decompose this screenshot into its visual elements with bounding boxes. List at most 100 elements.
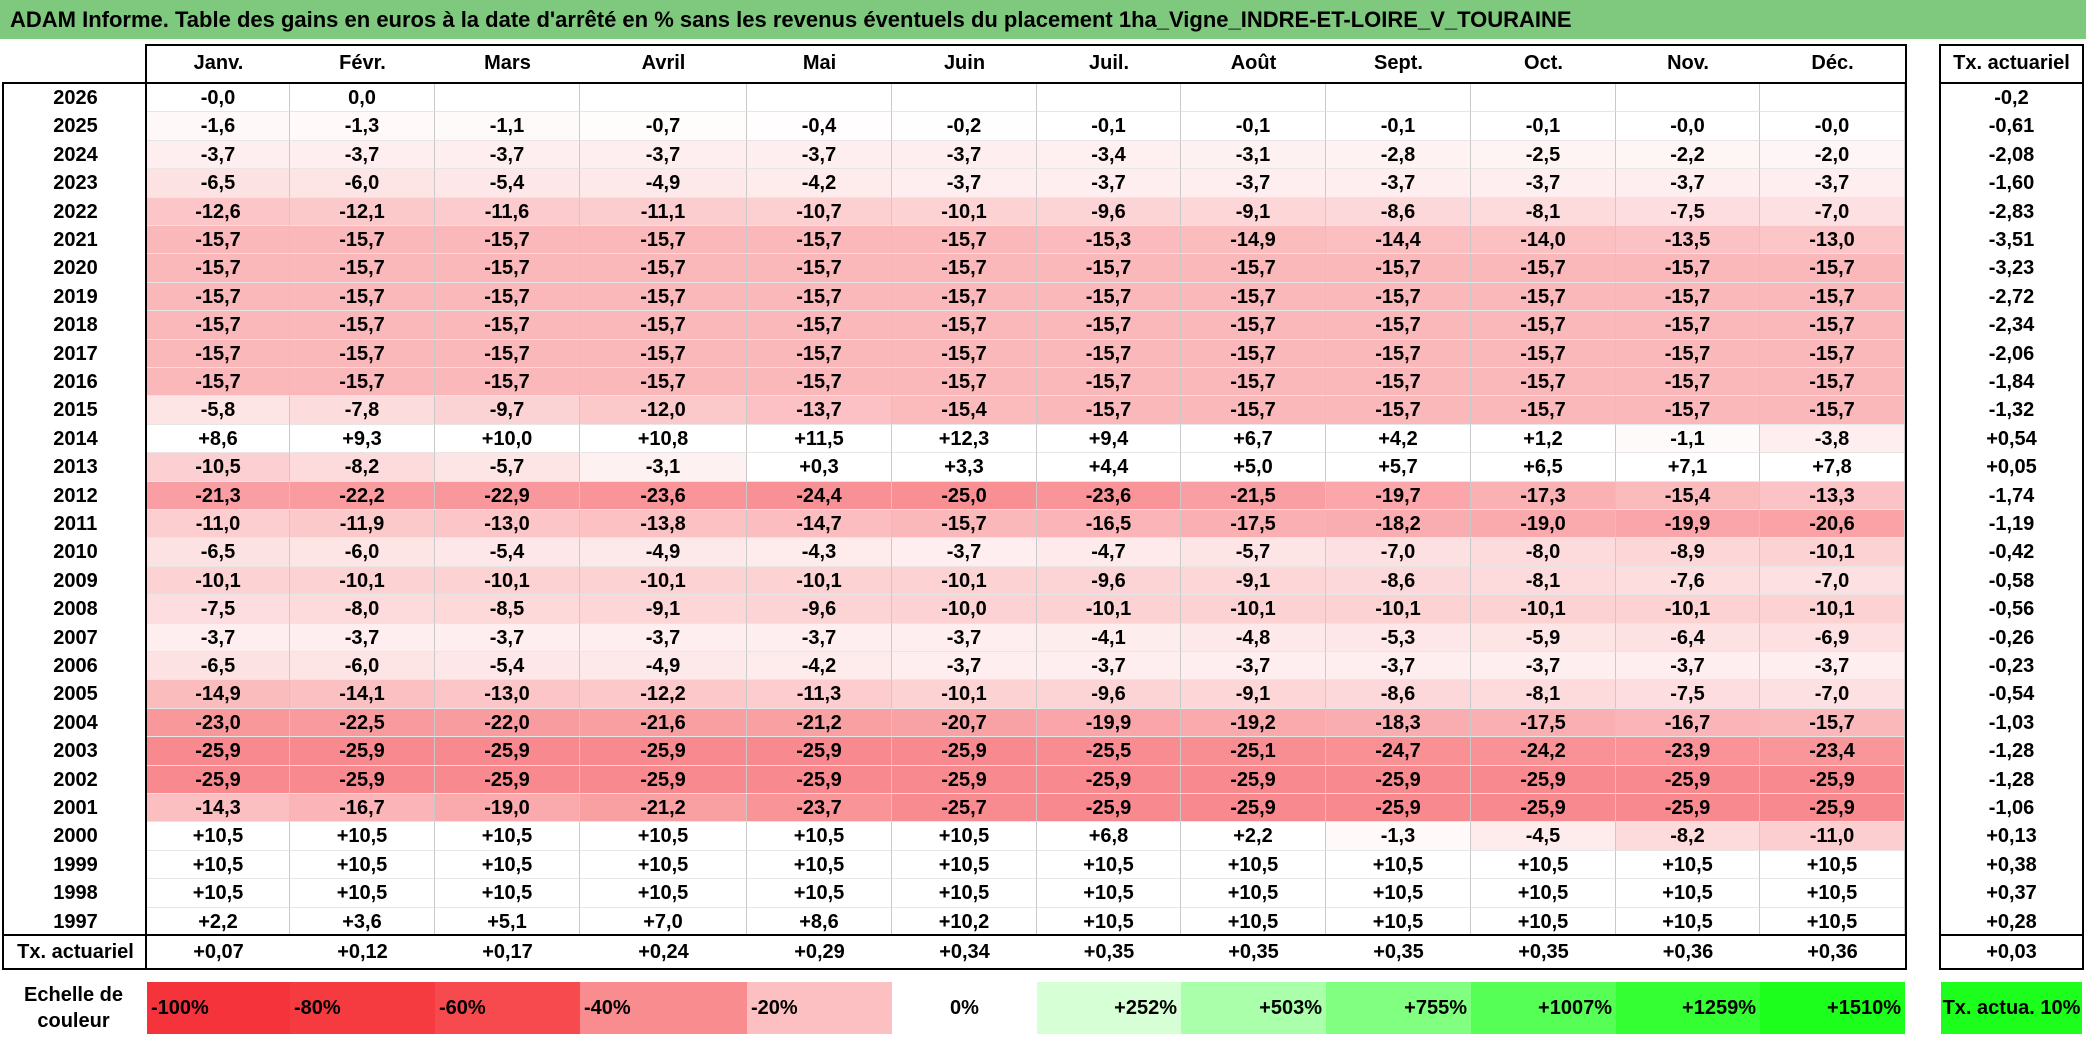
table-cell: -15,7 — [1181, 283, 1326, 311]
table-cell: -15,7 — [1037, 340, 1181, 368]
table-cell — [892, 84, 1037, 112]
annual-rate-cell: -0,54 — [1988, 683, 2035, 705]
table-cell: -4,9 — [580, 169, 747, 198]
year-label: 2024 — [53, 144, 98, 166]
table-cell: -15,7 — [892, 340, 1037, 368]
table-cell: +1,2 — [1471, 425, 1616, 453]
year-label: 2026 — [53, 87, 98, 109]
table-cell: -6,4 — [1616, 624, 1760, 652]
table-cell: -25,9 — [1616, 794, 1760, 822]
year-label: 2021 — [53, 229, 98, 251]
annual-rate-cell: -3,51 — [1988, 229, 2035, 251]
color-scale-swatch: +755% — [1326, 982, 1471, 1034]
table-cell: -1,1 — [435, 112, 580, 141]
table-cell: -3,7 — [1181, 652, 1326, 680]
table-cell: +10,5 — [747, 822, 892, 851]
table-cell: +10,5 — [747, 851, 892, 879]
table-cell: -15,7 — [1760, 254, 1905, 283]
table-cell: -1,1 — [1616, 425, 1760, 453]
month-header: Juin — [943, 52, 986, 74]
table-cell: -23,7 — [747, 794, 892, 822]
table-cell: -15,7 — [435, 226, 580, 254]
annual-rate-cell: -0,2 — [1994, 87, 2029, 109]
table-cell: -16,7 — [1616, 709, 1760, 737]
table-cell: -6,5 — [147, 538, 290, 567]
table-cell: +10,5 — [1181, 879, 1326, 908]
table-cell: -22,0 — [435, 709, 580, 737]
annual-rate-cell: +0,28 — [1986, 911, 2037, 933]
year-label: 2007 — [53, 627, 98, 649]
table-cell: +5,7 — [1326, 453, 1471, 482]
table-cell: -9,1 — [1181, 198, 1326, 226]
annual-rate-cell: -1,74 — [1988, 485, 2035, 507]
table-cell: -9,6 — [747, 595, 892, 624]
table-cell: -15,7 — [1760, 709, 1905, 737]
table-cell: +10,5 — [580, 851, 747, 879]
year-label: 2012 — [53, 485, 98, 507]
table-cell: -15,7 — [1471, 254, 1616, 283]
table-cell: -3,7 — [290, 141, 435, 169]
table-cell: +10,5 — [580, 879, 747, 908]
table-cell: +6,7 — [1181, 425, 1326, 453]
table-cell: -10,1 — [1760, 538, 1905, 567]
annual-rate-cell: -0,26 — [1988, 627, 2035, 649]
table-cell: -15,7 — [747, 340, 892, 368]
table-cell: -13,5 — [1616, 226, 1760, 254]
annual-rate-cell: +0,37 — [1986, 882, 2037, 904]
table-cell: +10,5 — [435, 879, 580, 908]
table-cell: -21,2 — [580, 794, 747, 822]
table-cell: -9,1 — [580, 595, 747, 624]
table-cell: -14,4 — [1326, 226, 1471, 254]
table-cell: -19,7 — [1326, 482, 1471, 510]
table-cell: +3,6 — [290, 908, 435, 936]
table-cell: -4,5 — [1471, 822, 1616, 851]
table-cell: -3,7 — [892, 538, 1037, 567]
table-cell: -15,7 — [1616, 368, 1760, 396]
table-cell — [1471, 84, 1616, 112]
table-cell: -25,9 — [1326, 766, 1471, 794]
table-cell: -15,7 — [1037, 311, 1181, 340]
table-cell: +10,5 — [290, 851, 435, 879]
color-scale-swatch: 0% — [892, 982, 1037, 1034]
month-header: Mai — [802, 52, 837, 74]
table-cell: -5,4 — [435, 169, 580, 198]
annual-rate-cell: -0,58 — [1988, 570, 2035, 592]
table-cell: -2,5 — [1471, 141, 1616, 169]
table-cell: -2,2 — [1616, 141, 1760, 169]
color-scale-swatch: +252% — [1037, 982, 1181, 1034]
year-label: 2000 — [53, 825, 98, 847]
table-cell: -2,8 — [1326, 141, 1471, 169]
annual-rate-cell: -1,28 — [1988, 740, 2035, 762]
table-cell: -15,7 — [147, 340, 290, 368]
report-title: ADAM Informe. Table des gains en euros à… — [0, 0, 2086, 39]
year-label: 1998 — [53, 882, 98, 904]
table-cell: -15,7 — [1471, 340, 1616, 368]
table-cell: +9,3 — [290, 425, 435, 453]
table-cell: -8,2 — [290, 453, 435, 482]
table-cell: -15,7 — [290, 368, 435, 396]
table-cell: -15,7 — [1471, 283, 1616, 311]
table-cell: -14,1 — [290, 680, 435, 709]
table-cell: -15,7 — [580, 283, 747, 311]
year-label: 2014 — [53, 428, 98, 450]
table-cell: +0,3 — [747, 453, 892, 482]
table-cell: +10,5 — [1616, 908, 1760, 936]
table-cell: -14,7 — [747, 510, 892, 538]
table-cell: -3,7 — [435, 141, 580, 169]
table-cell: +8,6 — [747, 908, 892, 936]
year-label: 2008 — [53, 598, 98, 620]
table-cell: +5,1 — [435, 908, 580, 936]
table-cell: -8,6 — [1326, 680, 1471, 709]
table-cell: -14,3 — [147, 794, 290, 822]
month-header: Sept. — [1374, 52, 1423, 74]
table-cell: -2,0 — [1760, 141, 1905, 169]
table-cell: -22,5 — [290, 709, 435, 737]
table-cell: -15,7 — [1471, 311, 1616, 340]
table-cell: -21,5 — [1181, 482, 1326, 510]
table-cell: -15,7 — [1181, 254, 1326, 283]
table-cell: -15,7 — [747, 368, 892, 396]
table-cell: -25,9 — [747, 737, 892, 766]
table-cell: -21,2 — [747, 709, 892, 737]
table-cell: -3,7 — [892, 624, 1037, 652]
year-label: 2006 — [53, 655, 98, 677]
